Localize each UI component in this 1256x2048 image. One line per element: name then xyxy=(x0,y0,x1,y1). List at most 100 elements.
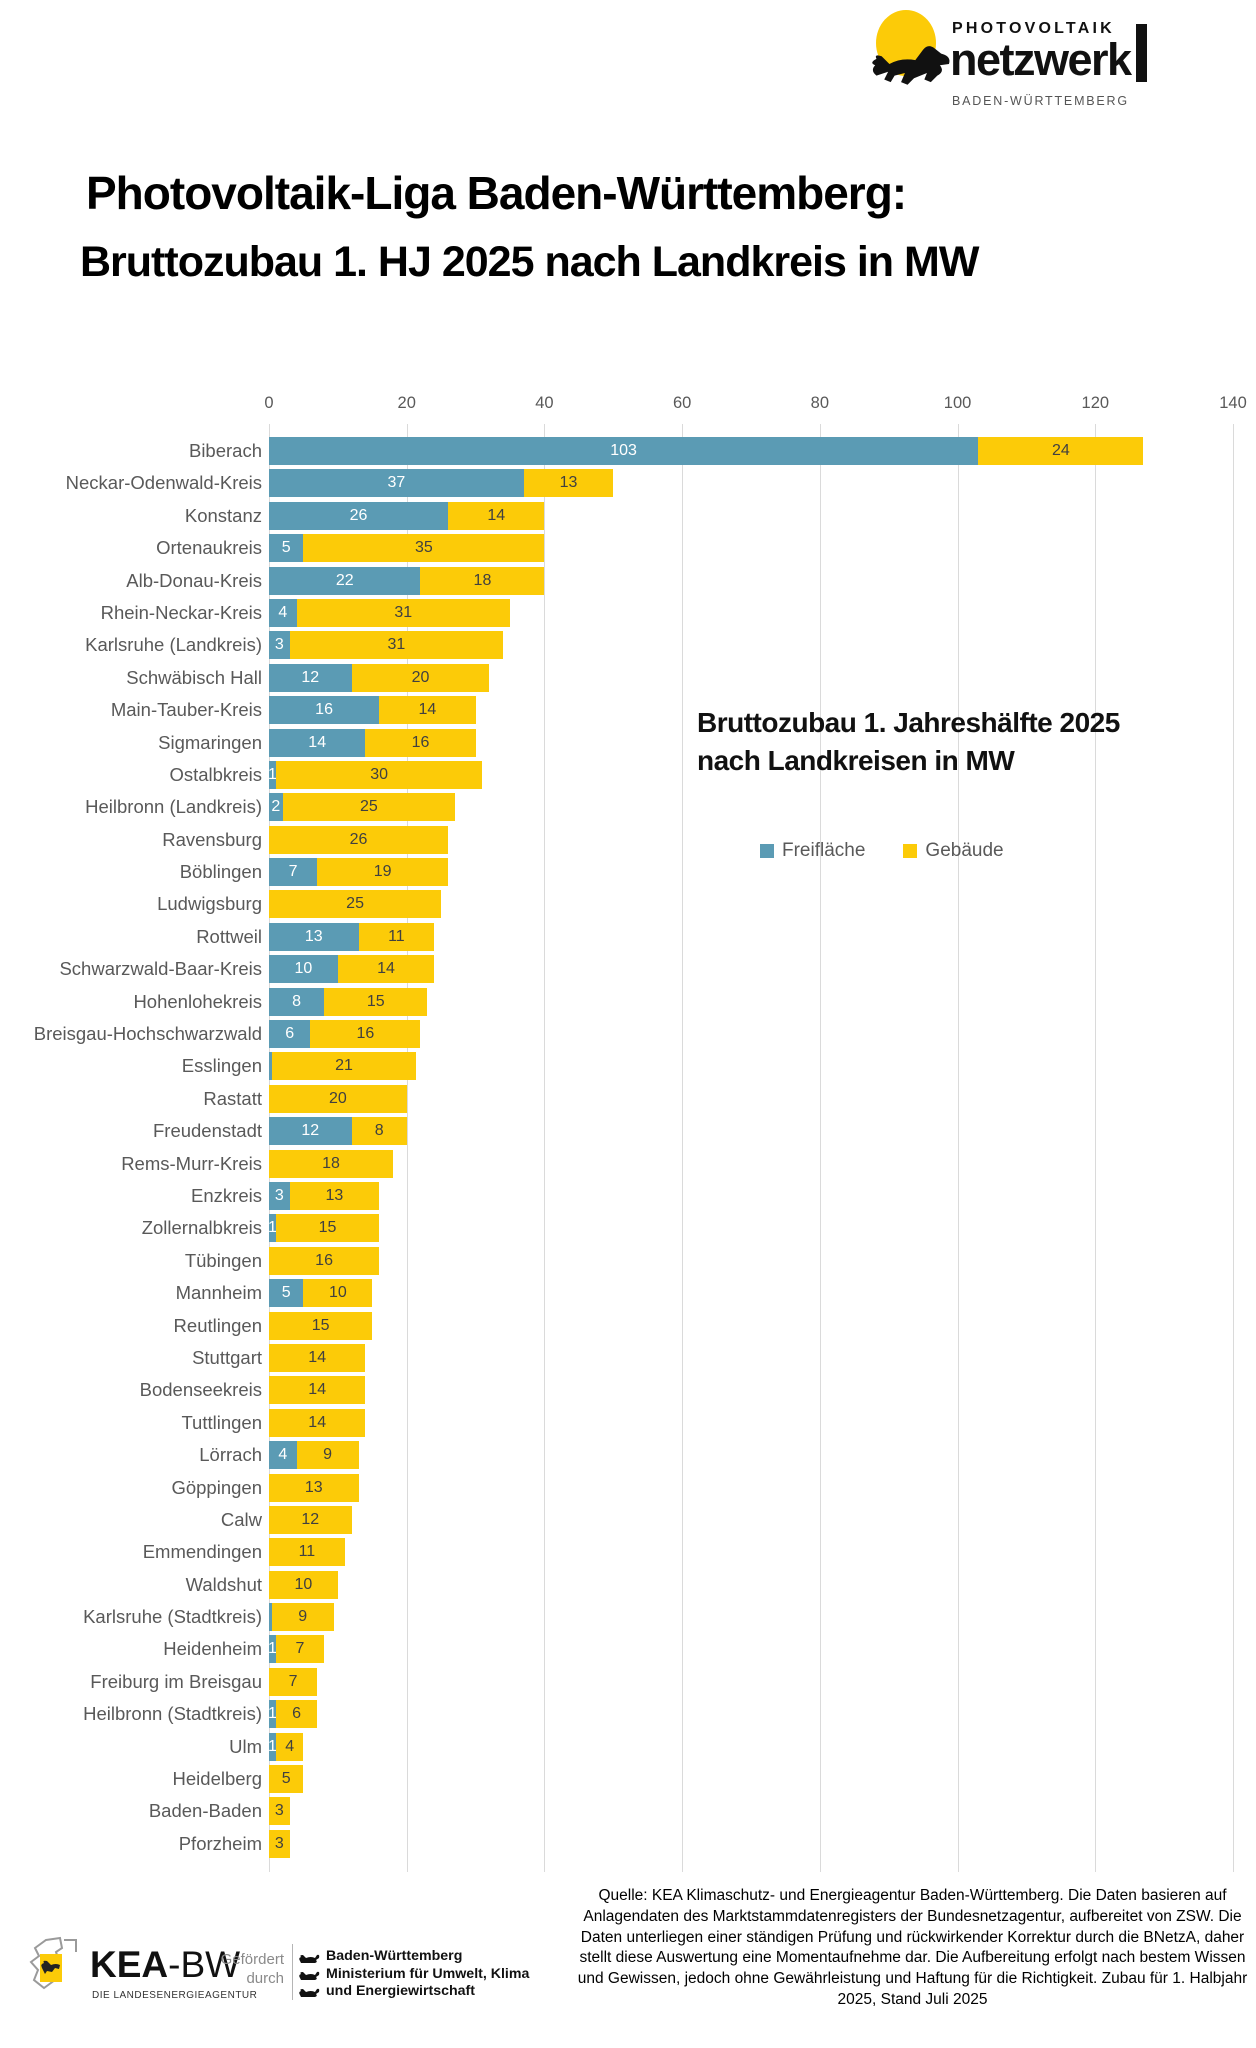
chart-row: Rhein-Neckar-Kreis 4 31 xyxy=(0,598,1256,627)
logo-bar xyxy=(1136,24,1147,82)
gridline xyxy=(957,424,959,1872)
category-label: Bodenseekreis xyxy=(139,1379,262,1401)
bar-segment-gebaeude: 16 xyxy=(269,1246,380,1275)
bar-segment-freiflaeche: 16 xyxy=(269,696,380,725)
bar-value-label: 7 xyxy=(288,863,298,881)
category-label: Karlsruhe (Landkreis) xyxy=(85,634,262,656)
bar-value-label: 2 xyxy=(271,798,281,816)
bar-value-label: 9 xyxy=(323,1446,332,1464)
bar-segment-gebaeude: 19 xyxy=(317,858,449,887)
bar-segment-freiflaeche: 7 xyxy=(269,858,318,887)
bar-track: 16 xyxy=(269,1246,380,1275)
bar-value-label: 22 xyxy=(335,571,354,589)
chart-row: Hohenlohekreis 8 15 xyxy=(0,987,1256,1016)
bar-segment-gebaeude: 3 xyxy=(269,1829,290,1858)
bar-segment-gebaeude: 14 xyxy=(269,1408,366,1437)
bar-value-label: 14 xyxy=(308,733,327,751)
bar-value-label: 19 xyxy=(373,863,392,881)
category-label: Enzkreis xyxy=(191,1184,262,1206)
chart-row: Bodenseekreis 14 xyxy=(0,1376,1256,1405)
category-label: Tübingen xyxy=(184,1249,262,1271)
bar-value-label: 4 xyxy=(285,1737,295,1755)
category-label: Ulm xyxy=(229,1735,262,1757)
bar-segment-gebaeude: 30 xyxy=(275,760,483,789)
kea-bw-logo-text-bold: KEA xyxy=(90,1944,169,1985)
bar-track: 4 31 xyxy=(269,598,510,627)
chart-row: Calw 12 xyxy=(0,1505,1256,1534)
chart-row: Breisgau-Hochschwarzwald 6 16 xyxy=(0,1020,1256,1049)
bar-segment-gebaeude: 10 xyxy=(269,1570,338,1599)
photovoltaik-netzwerk-logo: PHOTOVOLTAIK netzwerk BADEN-WÜRTTEMBERG xyxy=(868,8,1198,112)
ministry-text: Baden-Württemberg Ministerium für Umwelt… xyxy=(326,1948,529,2001)
chart-row: Stuttgart 14 xyxy=(0,1343,1256,1372)
bar-track: 13 11 xyxy=(269,922,435,951)
logo-wordmark-sub: BADEN-WÜRTTEMBERG xyxy=(952,94,1129,108)
gridline xyxy=(406,424,408,1872)
legend: Freifläche Gebäude xyxy=(760,840,1004,862)
bar-value-label: 20 xyxy=(411,668,430,686)
bar-value-label: 15 xyxy=(311,1316,330,1334)
bar-value-label: 15 xyxy=(318,1219,337,1237)
bar-value-label: 5 xyxy=(281,1770,291,1788)
chart-row: Reutlingen 15 xyxy=(0,1311,1256,1340)
kea-bw-map-icon xyxy=(29,1936,77,1990)
x-tick-label: 40 xyxy=(535,394,554,412)
category-label: Rottweil xyxy=(196,925,262,947)
bar-track: 12 8 xyxy=(269,1117,407,1146)
chart-row: Karlsruhe (Stadtkreis) 9 xyxy=(0,1603,1256,1632)
x-tick-label: 140 xyxy=(1219,394,1247,412)
bar-segment-freiflaeche: 3 xyxy=(269,1181,290,1210)
x-tick-label: 120 xyxy=(1081,394,1110,412)
bar-value-label: 8 xyxy=(374,1122,384,1140)
bar-segment-gebaeude: 31 xyxy=(289,631,504,660)
page-title-line1: Photovoltaik-Liga Baden-Württemberg: xyxy=(86,167,907,219)
bar-value-label: 1 xyxy=(267,1737,277,1755)
bar-value-label: 9 xyxy=(298,1608,308,1626)
category-label: Breisgau-Hochschwarzwald xyxy=(33,1023,262,1045)
bar-value-label: 13 xyxy=(304,927,323,945)
bar-track: 26 xyxy=(269,825,449,854)
chart-annotation-line1: Bruttozubau 1. Jahreshälfte 2025 xyxy=(697,707,1120,738)
bar-value-label: 13 xyxy=(304,1478,323,1496)
chart-row: Esslingen 21 xyxy=(0,1052,1256,1081)
bar-value-label: 7 xyxy=(295,1640,305,1658)
category-label: Stuttgart xyxy=(192,1346,262,1368)
category-label: Hohenlohekreis xyxy=(133,990,262,1012)
chart-row: Ravensburg 26 xyxy=(0,825,1256,854)
lion-icon xyxy=(872,46,950,85)
bar-value-label: 12 xyxy=(301,668,320,686)
chart-row: Tuttlingen 14 xyxy=(0,1408,1256,1437)
category-label: Freiburg im Breisgau xyxy=(90,1670,262,1692)
category-label: Zollernalbkreis xyxy=(141,1217,262,1239)
bar-value-label: 5 xyxy=(281,539,291,557)
chart-rows: Biberach 103 24 Neckar-Odenwald-Kreis 37 13 Ko… xyxy=(0,437,1256,1862)
chart-row: Zollernalbkreis 1 15 xyxy=(0,1214,1256,1243)
bar-segment-gebaeude: 11 xyxy=(269,1538,345,1567)
chart-row: Pforzheim 3 xyxy=(0,1829,1256,1858)
bar-track: 12 20 xyxy=(269,663,490,692)
x-axis: 0 20 40 60 80 100 120 140 xyxy=(264,394,1246,418)
chart-row: Ulm 1 4 xyxy=(0,1732,1256,1761)
bar-track: 25 xyxy=(269,890,442,919)
category-label: Schwäbisch Hall xyxy=(126,666,262,688)
chart-row: Freiburg im Breisgau 7 xyxy=(0,1667,1256,1696)
legend-swatch-freiflaeche xyxy=(760,844,774,858)
bar-value-label: 1 xyxy=(267,765,277,783)
category-label: Ostalbkreis xyxy=(169,763,262,785)
bar-track: 3 13 xyxy=(269,1181,380,1210)
bar-value-label: 3 xyxy=(274,1802,284,1820)
logo-wordmark-main: netzwerk xyxy=(950,34,1132,85)
bar-segment-freiflaeche: 1 xyxy=(268,1700,277,1729)
chart-row: Ludwigsburg 25 xyxy=(0,890,1256,919)
bar-segment-freiflaeche: 8 xyxy=(269,987,325,1016)
gridlines xyxy=(269,424,1234,1872)
bar-segment-gebaeude: 9 xyxy=(296,1441,359,1470)
bar-value-label: 103 xyxy=(610,442,637,459)
bar-track: 5 xyxy=(269,1765,304,1794)
bar-value-label: 37 xyxy=(387,474,406,492)
bar-value-label: 25 xyxy=(346,895,364,913)
bar-value-label: 14 xyxy=(487,506,506,524)
category-label: Mannheim xyxy=(175,1282,262,1304)
bar-segment-gebaeude: 26 xyxy=(269,825,449,854)
bar-segment-gebaeude: 9 xyxy=(271,1603,334,1632)
